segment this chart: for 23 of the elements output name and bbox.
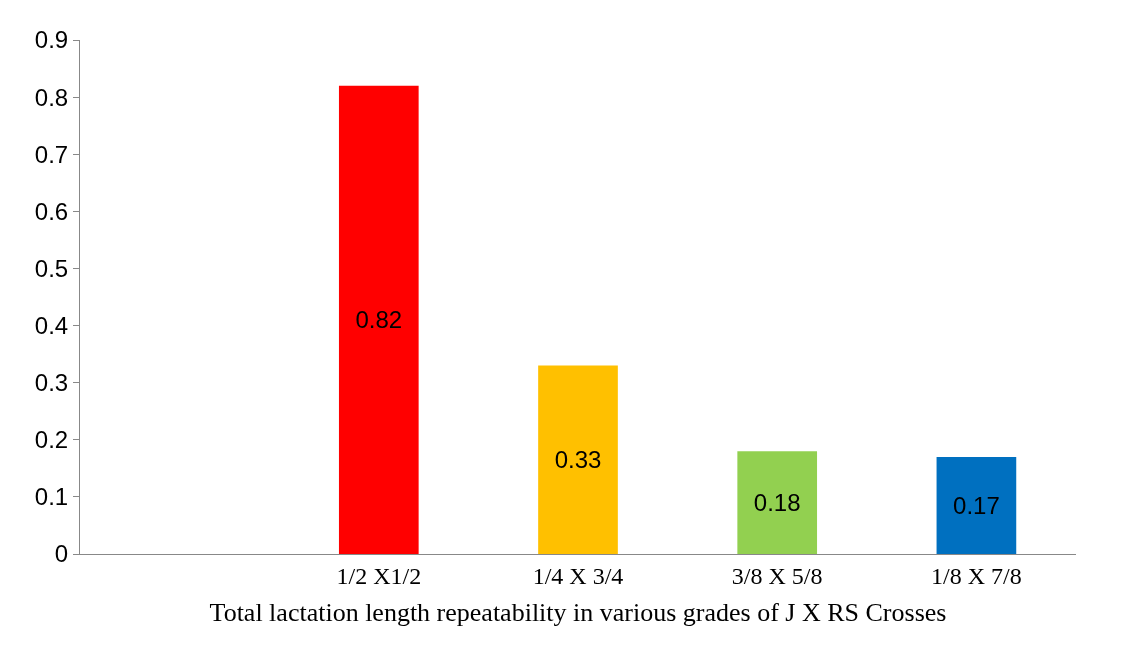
bar <box>338 85 419 554</box>
y-tick-label: 0.4 <box>34 311 69 339</box>
y-tick-label: 0.5 <box>34 254 69 282</box>
bar <box>737 451 818 554</box>
x-tick-label: 1/2 X1/2 <box>336 562 422 589</box>
data-label: 0.33 <box>554 446 602 474</box>
y-tick-label: 0.3 <box>34 369 69 397</box>
bar <box>936 456 1017 554</box>
data-label: 0.82 <box>355 306 403 334</box>
x-tick-label: 3/8 X 5/8 <box>731 562 823 589</box>
y-tick-label: 0 <box>54 540 69 568</box>
y-tick-label: 0.8 <box>34 83 69 111</box>
data-label: 0.18 <box>753 489 801 517</box>
data-label: 0.17 <box>953 491 1000 519</box>
y-tick-label: 0.1 <box>34 483 69 511</box>
y-tick-label: 0.2 <box>34 426 69 454</box>
y-tick-label: 0.9 <box>34 26 69 54</box>
bar <box>538 365 618 554</box>
x-axis-title: Total lactation length repeatability in various grades of J X RS Crosses <box>209 598 947 628</box>
y-tick-label: 0.7 <box>34 140 69 168</box>
x-tick-label: 1/4 X 3/4 <box>532 562 624 589</box>
y-tick-label: 0.6 <box>34 197 69 225</box>
x-tick-label: 1/8 X 7/8 <box>931 562 1022 589</box>
